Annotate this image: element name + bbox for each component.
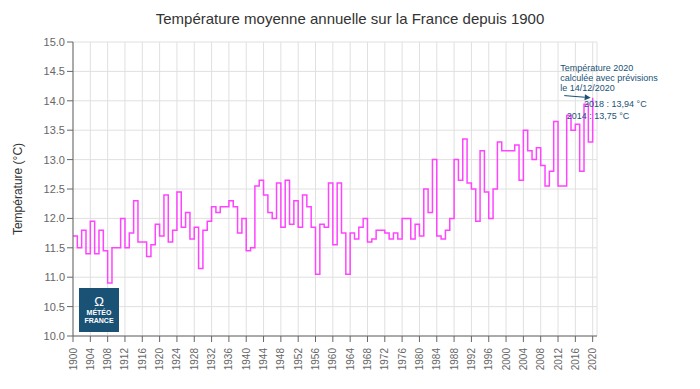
svg-text:1932: 1932 [206,348,217,371]
svg-text:1964: 1964 [345,348,356,371]
svg-text:2004: 2004 [518,348,529,371]
svg-text:2014 : 13,75 °C: 2014 : 13,75 °C [567,111,630,121]
svg-text:1984: 1984 [431,348,442,371]
svg-text:1916: 1916 [137,348,148,371]
svg-text:11.0: 11.0 [44,271,65,283]
svg-text:2008: 2008 [535,348,546,371]
svg-text:2016: 2016 [570,348,581,371]
svg-text:1912: 1912 [119,348,130,371]
svg-text:15.0: 15.0 [44,36,65,48]
html-text:MÉTÉO: MÉTÉO [86,309,112,317]
svg-text:1976: 1976 [397,348,408,371]
svg-text:10.5: 10.5 [44,301,65,313]
svg-text:1980: 1980 [414,348,425,371]
html-text:FRANCE: FRANCE [84,317,114,325]
svg-text:1936: 1936 [223,348,234,371]
svg-text:1908: 1908 [102,348,113,371]
svg-text:1960: 1960 [327,348,338,371]
svg-text:Température 2020calculée avec: Température 2020calculée avec prévisions… [560,63,658,93]
svg-text:1924: 1924 [171,348,182,371]
html-text:Température moyenne annuelle s: Température moyenne annuelle sur la Fran… [155,10,545,27]
svg-text:1992: 1992 [466,348,477,371]
svg-text:10.0: 10.0 [44,330,65,342]
svg-text:2000: 2000 [501,348,512,371]
svg-text:14.0: 14.0 [44,95,65,107]
svg-text:1952: 1952 [293,348,304,371]
html-text:Ω: Ω [94,294,104,310]
svg-text:Température (°C): Température (°C) [11,143,25,235]
svg-text:1940: 1940 [241,348,252,371]
svg-text:13.0: 13.0 [44,154,65,166]
svg-text:1956: 1956 [310,348,321,371]
svg-text:1920: 1920 [154,348,165,371]
svg-text:11.5: 11.5 [44,242,65,254]
svg-text:1996: 1996 [483,348,494,371]
svg-text:13.5: 13.5 [44,124,65,136]
svg-text:1968: 1968 [362,348,373,371]
svg-text:1928: 1928 [189,348,200,371]
svg-text:1988: 1988 [449,348,460,371]
svg-text:2018 : 13,94 °C: 2018 : 13,94 °C [584,99,647,109]
svg-text:2020: 2020 [587,348,598,371]
svg-text:12.5: 12.5 [44,183,65,195]
svg-text:1972: 1972 [379,348,390,371]
svg-text:1948: 1948 [275,348,286,371]
svg-text:14.5: 14.5 [44,65,65,77]
svg-text:12.0: 12.0 [44,212,65,224]
svg-text:1900: 1900 [68,348,79,371]
svg-text:1944: 1944 [258,348,269,371]
svg-text:2012: 2012 [553,348,564,371]
svg-text:1904: 1904 [85,348,96,371]
